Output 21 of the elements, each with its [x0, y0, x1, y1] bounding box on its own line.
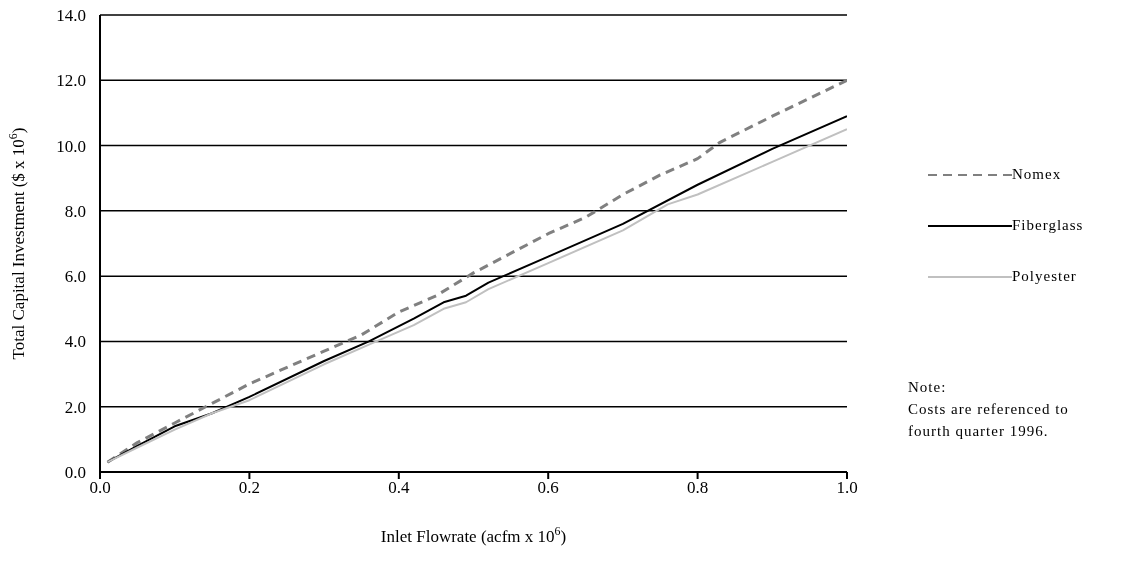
text: Polyester	[1012, 268, 1077, 285]
text: Note:	[908, 378, 948, 397]
x-tick-label: 0.6	[537, 478, 559, 498]
y-tick-label: 8.0	[64, 201, 86, 221]
y-tick-label: 10.0	[56, 136, 86, 156]
text: Nomex	[1012, 166, 1062, 183]
x-tick-label: 1.0	[836, 478, 858, 498]
text: fourth quarter 1996.	[908, 422, 1050, 441]
text: Fiberglass	[1012, 217, 1084, 234]
y-tick-label: 14.0	[56, 6, 86, 26]
y-tick-label: 12.0	[56, 71, 86, 91]
x-tick-label: 0.4	[388, 478, 410, 498]
x-tick-label: 0.8	[686, 478, 709, 498]
x-axis-title: Inlet Flowrate (acfm x 10$^{6}$)	[380, 524, 567, 546]
x-tick-label: 0.2	[238, 478, 261, 498]
y-tick-label: 2.0	[64, 397, 86, 417]
x-tick-label: 0.0	[89, 478, 111, 498]
y-tick-label: 0.0	[64, 463, 86, 483]
text: Costs are referenced to	[908, 400, 1069, 419]
y-tick-label: 6.0	[64, 267, 86, 287]
y-tick-label: 4.0	[64, 332, 86, 352]
